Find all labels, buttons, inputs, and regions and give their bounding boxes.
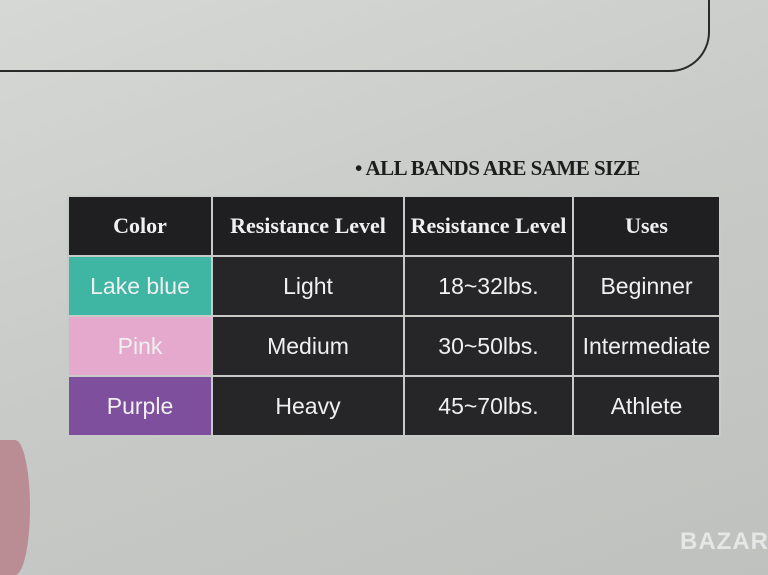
range-cell: 45~70lbs. (403, 375, 574, 437)
table-header: Color Resistance Level Resistance Level … (67, 195, 721, 257)
range-cell: 18~32lbs. (403, 255, 574, 317)
use-cell: Beginner (572, 255, 721, 317)
watermark-logo: BAZAR (680, 528, 768, 555)
table-row: Pink Medium 30~50lbs. Intermediate (67, 315, 721, 377)
level-cell: Medium (211, 315, 405, 377)
range-cell: 30~50lbs. (403, 315, 574, 377)
level-cell: Heavy (211, 375, 405, 437)
color-cell: Lake blue (67, 255, 213, 317)
header-color: Color (67, 195, 213, 257)
resistance-table: Color Resistance Level Resistance Level … (67, 195, 721, 437)
color-cell: Pink (67, 315, 213, 377)
band-edge (0, 440, 30, 575)
level-cell: Light (211, 255, 405, 317)
color-cell: Purple (67, 375, 213, 437)
table-row: Purple Heavy 45~70lbs. Athlete (67, 375, 721, 437)
printed-outline (0, 0, 710, 72)
header-resistance-range: Resistance Level (403, 195, 574, 257)
size-notice: • ALL BANDS ARE SAME SIZE (355, 156, 640, 180)
use-cell: Athlete (572, 375, 721, 437)
use-cell: Intermediate (572, 315, 721, 377)
table-row: Lake blue Light 18~32lbs. Beginner (67, 255, 721, 317)
header-resistance-level: Resistance Level (211, 195, 405, 257)
header-uses: Uses (572, 195, 721, 257)
